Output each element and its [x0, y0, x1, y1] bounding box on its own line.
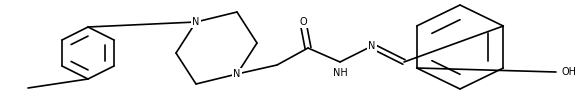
- Text: O: O: [299, 17, 307, 27]
- Text: N: N: [192, 17, 200, 27]
- Text: N: N: [368, 41, 376, 51]
- Text: NH: NH: [332, 68, 347, 78]
- Text: OH: OH: [561, 67, 576, 77]
- Text: N: N: [233, 69, 241, 79]
